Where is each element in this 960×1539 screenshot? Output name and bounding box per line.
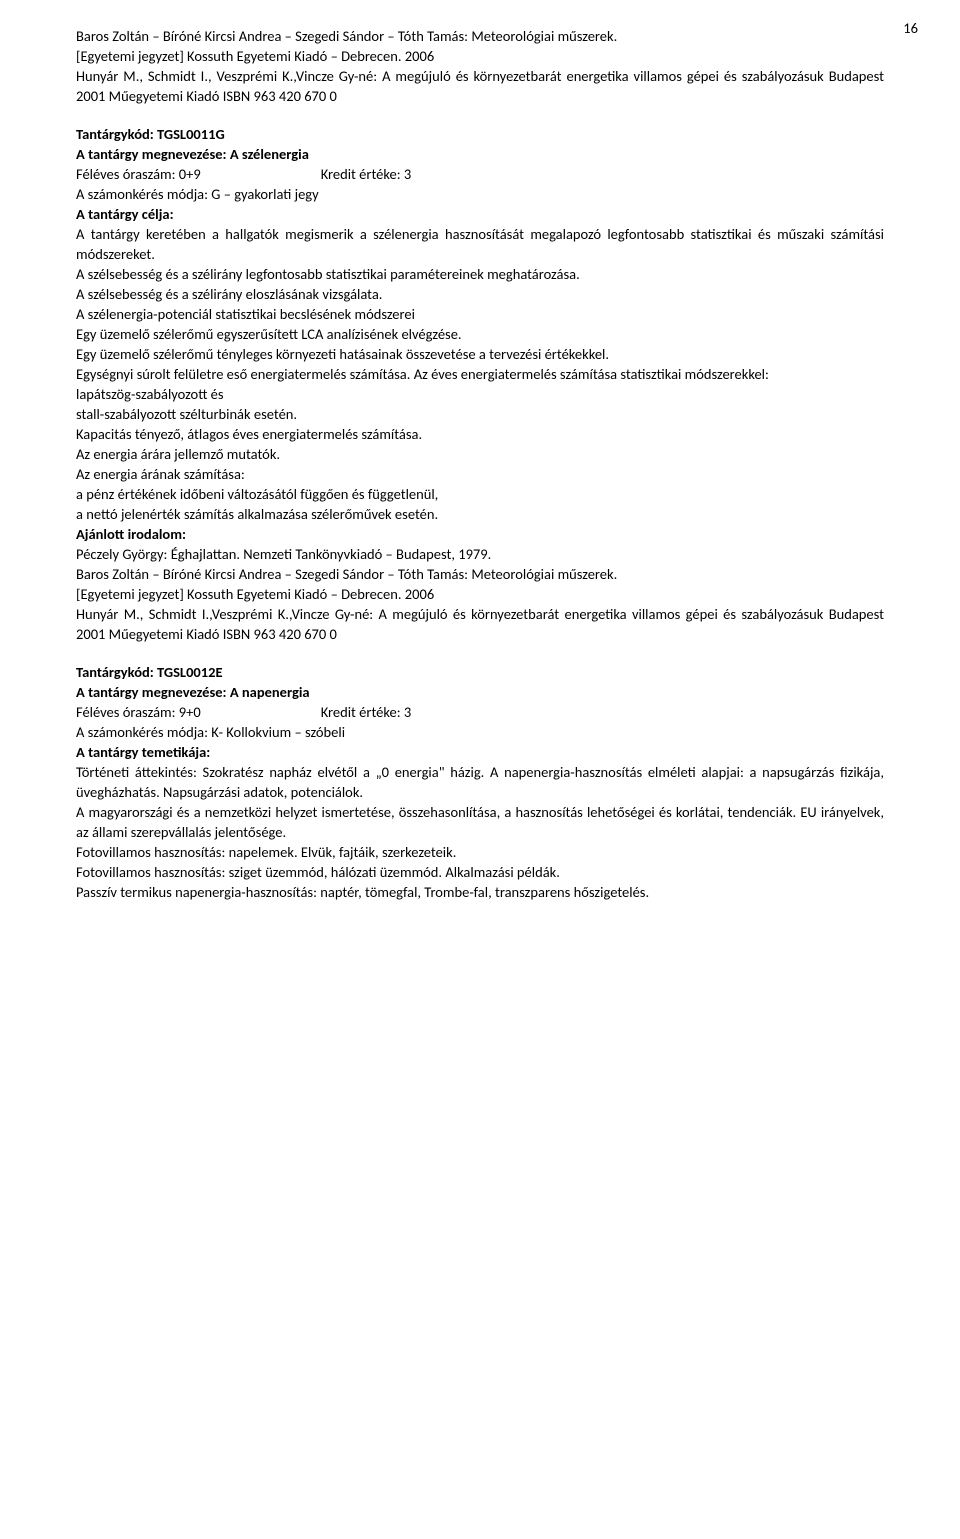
aim-para: a pénz értékének időbeni változásától fü… [76, 484, 884, 504]
aim-para: A szélenergia-potenciál statisztikai bec… [76, 304, 884, 324]
aim-label: A tantárgy célja: [76, 204, 884, 224]
course-title: A tantárgy megnevezése: A napenergia [76, 682, 884, 702]
top-ref-2: [Egyetemi jegyzet] Kossuth Egyetemi Kiad… [76, 46, 884, 66]
aim-para: Egy üzemelő szélerőmű tényleges környeze… [76, 344, 884, 364]
hours-label: Féléves óraszám: 9+0 [76, 703, 201, 721]
literature-item: Péczely György: Éghajlattan. Nemzeti Tan… [76, 544, 884, 564]
credit-label: Kredit értéke: 3 [321, 703, 412, 721]
course-title: A tantárgy megnevezése: A szélenergia [76, 144, 884, 164]
literature-item: [Egyetemi jegyzet] Kossuth Egyetemi Kiad… [76, 584, 884, 604]
topics-para: Fotovillamos hasznosítás: sziget üzemmód… [76, 862, 884, 882]
course-code: Tantárgykód: TGSL0011G [76, 124, 884, 144]
aim-para: Az energia árára jellemző mutatók. [76, 444, 884, 464]
course-hours-credit: Féléves óraszám: 0+9 Kredit értéke: 3 [76, 164, 884, 184]
aim-para: A szélsebesség és a szélirány eloszlásán… [76, 284, 884, 304]
aim-para: Az energia árának számítása: [76, 464, 884, 484]
aim-para: Kapacitás tényező, átlagos éves energiat… [76, 424, 884, 444]
aim-para: Egységnyi súrolt felületre eső energiate… [76, 364, 884, 384]
aim-para: a nettó jelenérték számítás alkalmazása … [76, 504, 884, 524]
top-ref-3: Hunyár M., Schmidt I., Veszprémi K.,Vinc… [76, 66, 884, 106]
document-page: 16 Baros Zoltán – Bíróné Kircsi Andrea –… [0, 0, 960, 1539]
topics-para: Fotovillamos hasznosítás: napelemek. Elv… [76, 842, 884, 862]
hours-label: Féléves óraszám: 0+9 [76, 165, 201, 183]
aim-para: Egy üzemelő szélerőmű egyszerűsített LCA… [76, 324, 884, 344]
assessment-mode: A számonkérés módja: G – gyakorlati jegy [76, 184, 884, 204]
assessment-mode: A számonkérés módja: K- Kollokvium – szó… [76, 722, 884, 742]
literature-label: Ajánlott irodalom: [76, 524, 884, 544]
topics-para: A magyarországi és a nemzetközi helyzet … [76, 802, 884, 842]
top-ref-1: Baros Zoltán – Bíróné Kircsi Andrea – Sz… [76, 26, 884, 46]
topics-para: Passzív termikus napenergia-hasznosítás:… [76, 882, 884, 902]
page-number: 16 [903, 18, 918, 38]
literature-item: Hunyár M., Schmidt I.,Veszprémi K.,Vincz… [76, 604, 884, 644]
course-hours-credit: Féléves óraszám: 9+0 Kredit értéke: 3 [76, 702, 884, 722]
credit-label: Kredit értéke: 3 [321, 165, 412, 183]
aim-para: A szélsebesség és a szélirány legfontosa… [76, 264, 884, 284]
aim-para: lapátszög-szabályozott és [76, 384, 884, 404]
aim-para: A tantárgy keretében a hallgatók megisme… [76, 224, 884, 264]
topics-para: Történeti áttekintés: Szokratész napház … [76, 762, 884, 802]
course-code: Tantárgykód: TGSL0012E [76, 662, 884, 682]
aim-para: stall-szabályozott szélturbinák esetén. [76, 404, 884, 424]
literature-item: Baros Zoltán – Bíróné Kircsi Andrea – Sz… [76, 564, 884, 584]
topics-label: A tantárgy temetikája: [76, 742, 884, 762]
